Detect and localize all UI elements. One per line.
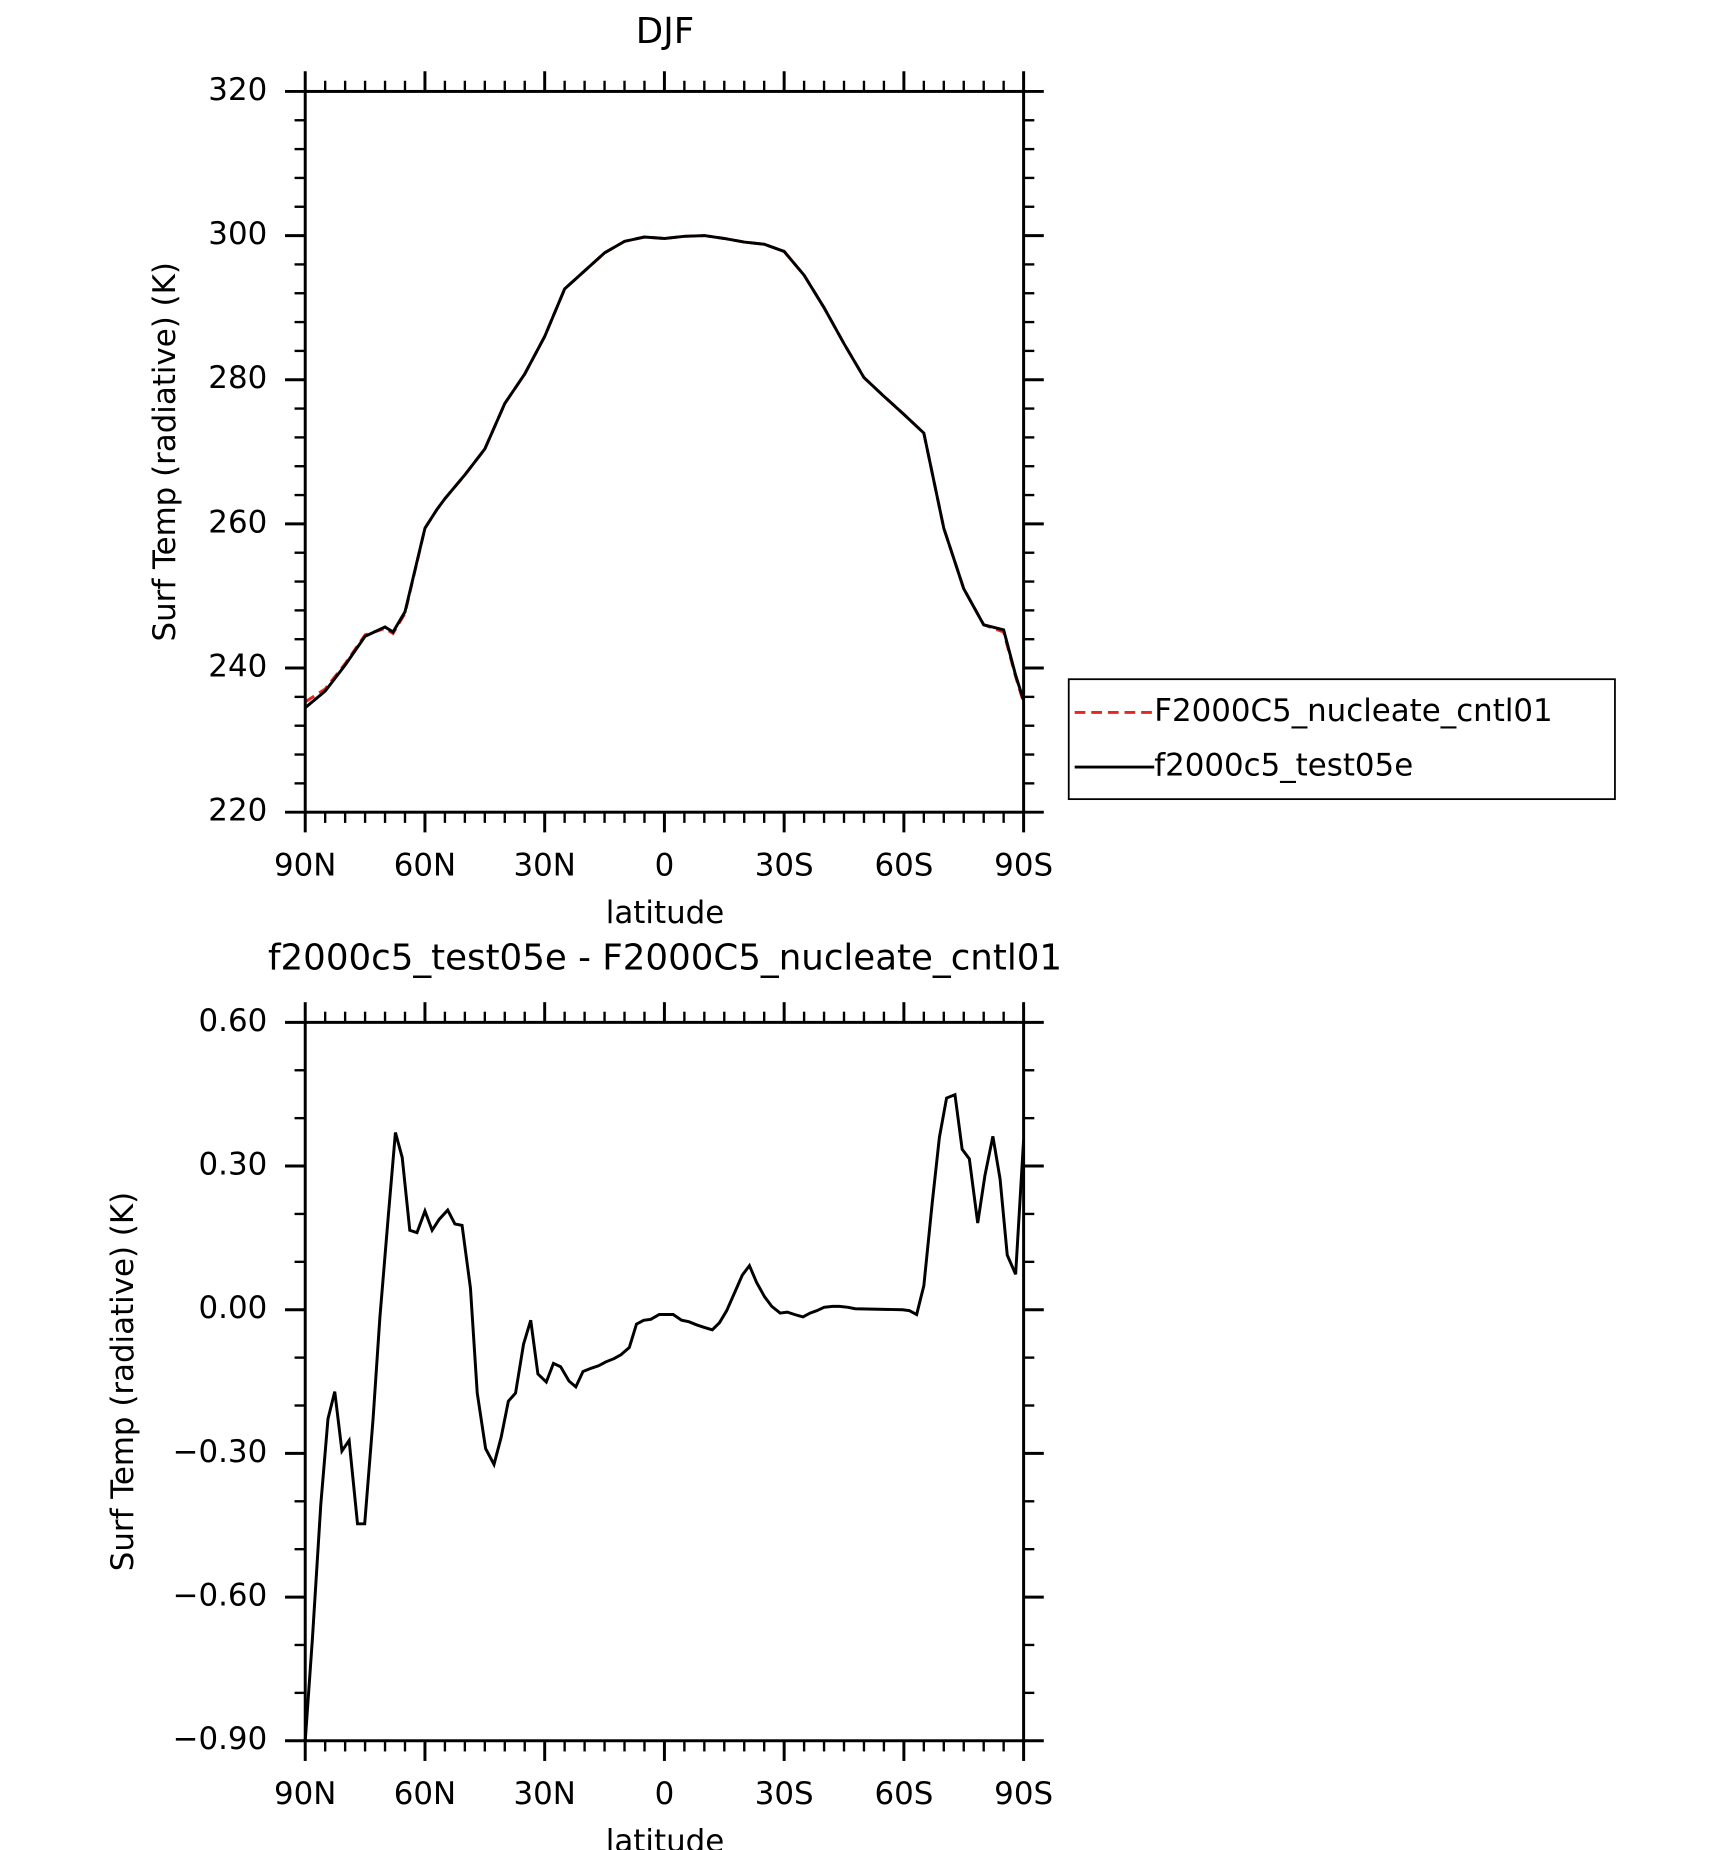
y-tick-label: −0.30 xyxy=(173,1434,268,1470)
x-tick-label: 90S xyxy=(994,847,1053,883)
legend-box xyxy=(1067,678,1616,801)
y-axis-label: Surf Temp (radiative) (K) xyxy=(105,1192,141,1571)
y-tick-label: 0.30 xyxy=(199,1147,268,1183)
x-tick-label: 90N xyxy=(274,1776,336,1812)
x-axis-label: latitude xyxy=(606,895,724,931)
y-tick-label: 0.60 xyxy=(199,1003,268,1039)
x-tick-label: 0 xyxy=(655,847,675,883)
x-tick-label: 90S xyxy=(994,1776,1053,1812)
x-tick-label: 30N xyxy=(514,1776,576,1812)
x-tick-label: 30S xyxy=(755,847,814,883)
x-tick-label: 60S xyxy=(874,1776,933,1812)
x-axis-label: latitude xyxy=(606,1823,724,1850)
y-tick-label: 220 xyxy=(208,793,267,829)
y-tick-label: 280 xyxy=(208,360,267,396)
y-tick-label: 320 xyxy=(208,72,267,108)
legend-label: f2000c5_test05e xyxy=(1154,748,1413,784)
legend-label: F2000C5_nucleate_cntl01 xyxy=(1154,693,1552,729)
x-tick-label: 60S xyxy=(874,847,933,883)
x-tick-label: 90N xyxy=(274,847,336,883)
y-tick-label: 300 xyxy=(208,216,267,252)
y-tick-label: 240 xyxy=(208,649,267,685)
series-line xyxy=(304,234,1026,704)
x-tick-label: 60N xyxy=(394,1776,456,1812)
series-line xyxy=(303,1092,1026,1741)
y-tick-label: 0.00 xyxy=(199,1290,268,1326)
y-tick-label: 260 xyxy=(208,504,267,540)
y-axis-label: Surf Temp (radiative) (K) xyxy=(147,262,183,641)
chart-title: f2000c5_test05e - F2000C5_nucleate_cntl0… xyxy=(268,937,1062,978)
x-tick-label: 0 xyxy=(655,1776,675,1812)
plot-frame xyxy=(303,89,1026,814)
x-tick-label: 60N xyxy=(394,847,456,883)
series-line xyxy=(304,234,1026,709)
plot-frame xyxy=(303,1020,1026,1743)
x-tick-label: 30S xyxy=(755,1776,814,1812)
chart-title: DJF xyxy=(636,11,694,52)
y-tick-label: −0.90 xyxy=(173,1721,268,1757)
y-tick-label: −0.60 xyxy=(173,1578,268,1614)
x-tick-label: 30N xyxy=(514,847,576,883)
